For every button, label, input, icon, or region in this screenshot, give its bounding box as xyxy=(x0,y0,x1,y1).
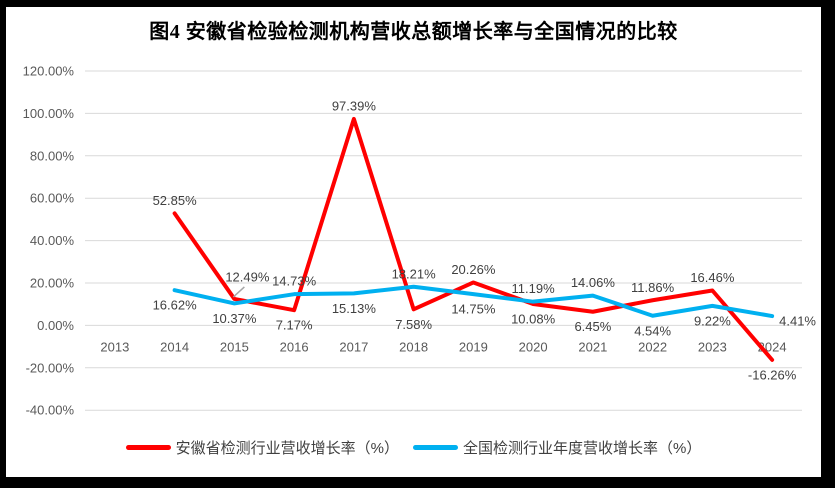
series-line-1 xyxy=(172,284,775,319)
x-axis-tick-label: 2014 xyxy=(160,340,189,355)
legend-label-anhui: 安徽省检测行业营收增长率（%） xyxy=(175,439,399,457)
x-axis-tick-label: 2017 xyxy=(339,340,368,355)
data-label: 52.85% xyxy=(153,193,198,208)
data-label: 20.26% xyxy=(451,262,496,277)
data-label: -16.26% xyxy=(748,367,797,382)
data-label: 6.45% xyxy=(574,319,611,334)
data-label: 14.75% xyxy=(451,302,496,317)
y-axis-tick-label: 20.00% xyxy=(30,276,75,291)
y-axis-tick-label: 80.00% xyxy=(30,148,75,163)
chart-plot-area: 120.00% 100.00% 80.00% 60.00% 40.00% 20.00% 0.… xyxy=(23,64,817,418)
y-axis-tick-label: 40.00% xyxy=(30,233,75,248)
data-label: 12.49% xyxy=(225,269,270,284)
data-label: 11.19% xyxy=(512,281,556,296)
data-label: 9.22% xyxy=(694,313,731,328)
data-label: 4.41% xyxy=(779,314,816,329)
legend-label-national: 全国检测行业年度营收增长率（%） xyxy=(463,439,702,457)
y-axis-tick-label: -20.00% xyxy=(26,360,75,375)
chart-title: 图4 安徽省检验检测机构营收总额增长率与全国情况的比较 xyxy=(149,21,678,43)
data-label: 18.21% xyxy=(392,266,437,281)
legend-item-anhui: 安徽省检测行业营收增长率（%） xyxy=(125,437,399,458)
data-label: 16.62% xyxy=(153,298,198,313)
y-axis-tick-label: 100.00% xyxy=(23,106,75,121)
y-axis-tick-label: 60.00% xyxy=(30,191,75,206)
x-axis-tick-label: 2020 xyxy=(519,340,548,355)
x-axis-tick-label: 2023 xyxy=(698,340,727,355)
data-label: 4.54% xyxy=(634,323,671,338)
x-axis-tick-label: 2021 xyxy=(578,340,607,355)
x-axis-tick-label: 2016 xyxy=(280,340,309,355)
data-label: 11.86% xyxy=(631,280,675,295)
legend-item-national: 全国检测行业年度营收增长率（%） xyxy=(413,437,701,458)
data-label: 14.06% xyxy=(571,275,616,290)
series-line-0 xyxy=(172,116,775,362)
x-axis-tick-label: 2019 xyxy=(459,340,488,355)
legend: 安徽省检测行业营收增长率（%） 全国检测行业年度营收增长率（%） xyxy=(6,436,821,458)
legend-line-swatch-red xyxy=(125,444,171,450)
data-label: 10.37% xyxy=(212,311,257,326)
y-axis-tick-label: -40.00% xyxy=(26,403,75,418)
y-axis-tick-label: 0.00% xyxy=(37,318,74,333)
x-axis-tick-label: 2022 xyxy=(638,340,667,355)
chart-canvas: 120.00% 100.00% 80.00% 60.00% 40.00% 20.00% 0.… xyxy=(6,7,821,477)
data-label: 15.13% xyxy=(332,301,377,316)
y-axis-tick-label: 120.00% xyxy=(23,64,75,79)
data-label: 97.39% xyxy=(332,98,377,113)
x-axis-tick-label: 2018 xyxy=(399,340,428,355)
data-label: 14.73% xyxy=(272,274,317,289)
x-axis-tick-label: 2015 xyxy=(220,340,249,355)
data-label: 16.46% xyxy=(690,270,735,285)
data-label: 7.17% xyxy=(276,318,313,333)
data-label: 7.58% xyxy=(395,317,432,332)
x-axis-tick-label: 2013 xyxy=(100,340,129,355)
data-label: 10.08% xyxy=(511,312,556,327)
legend-line-swatch-blue xyxy=(413,444,458,450)
label-leader-line xyxy=(232,286,245,298)
